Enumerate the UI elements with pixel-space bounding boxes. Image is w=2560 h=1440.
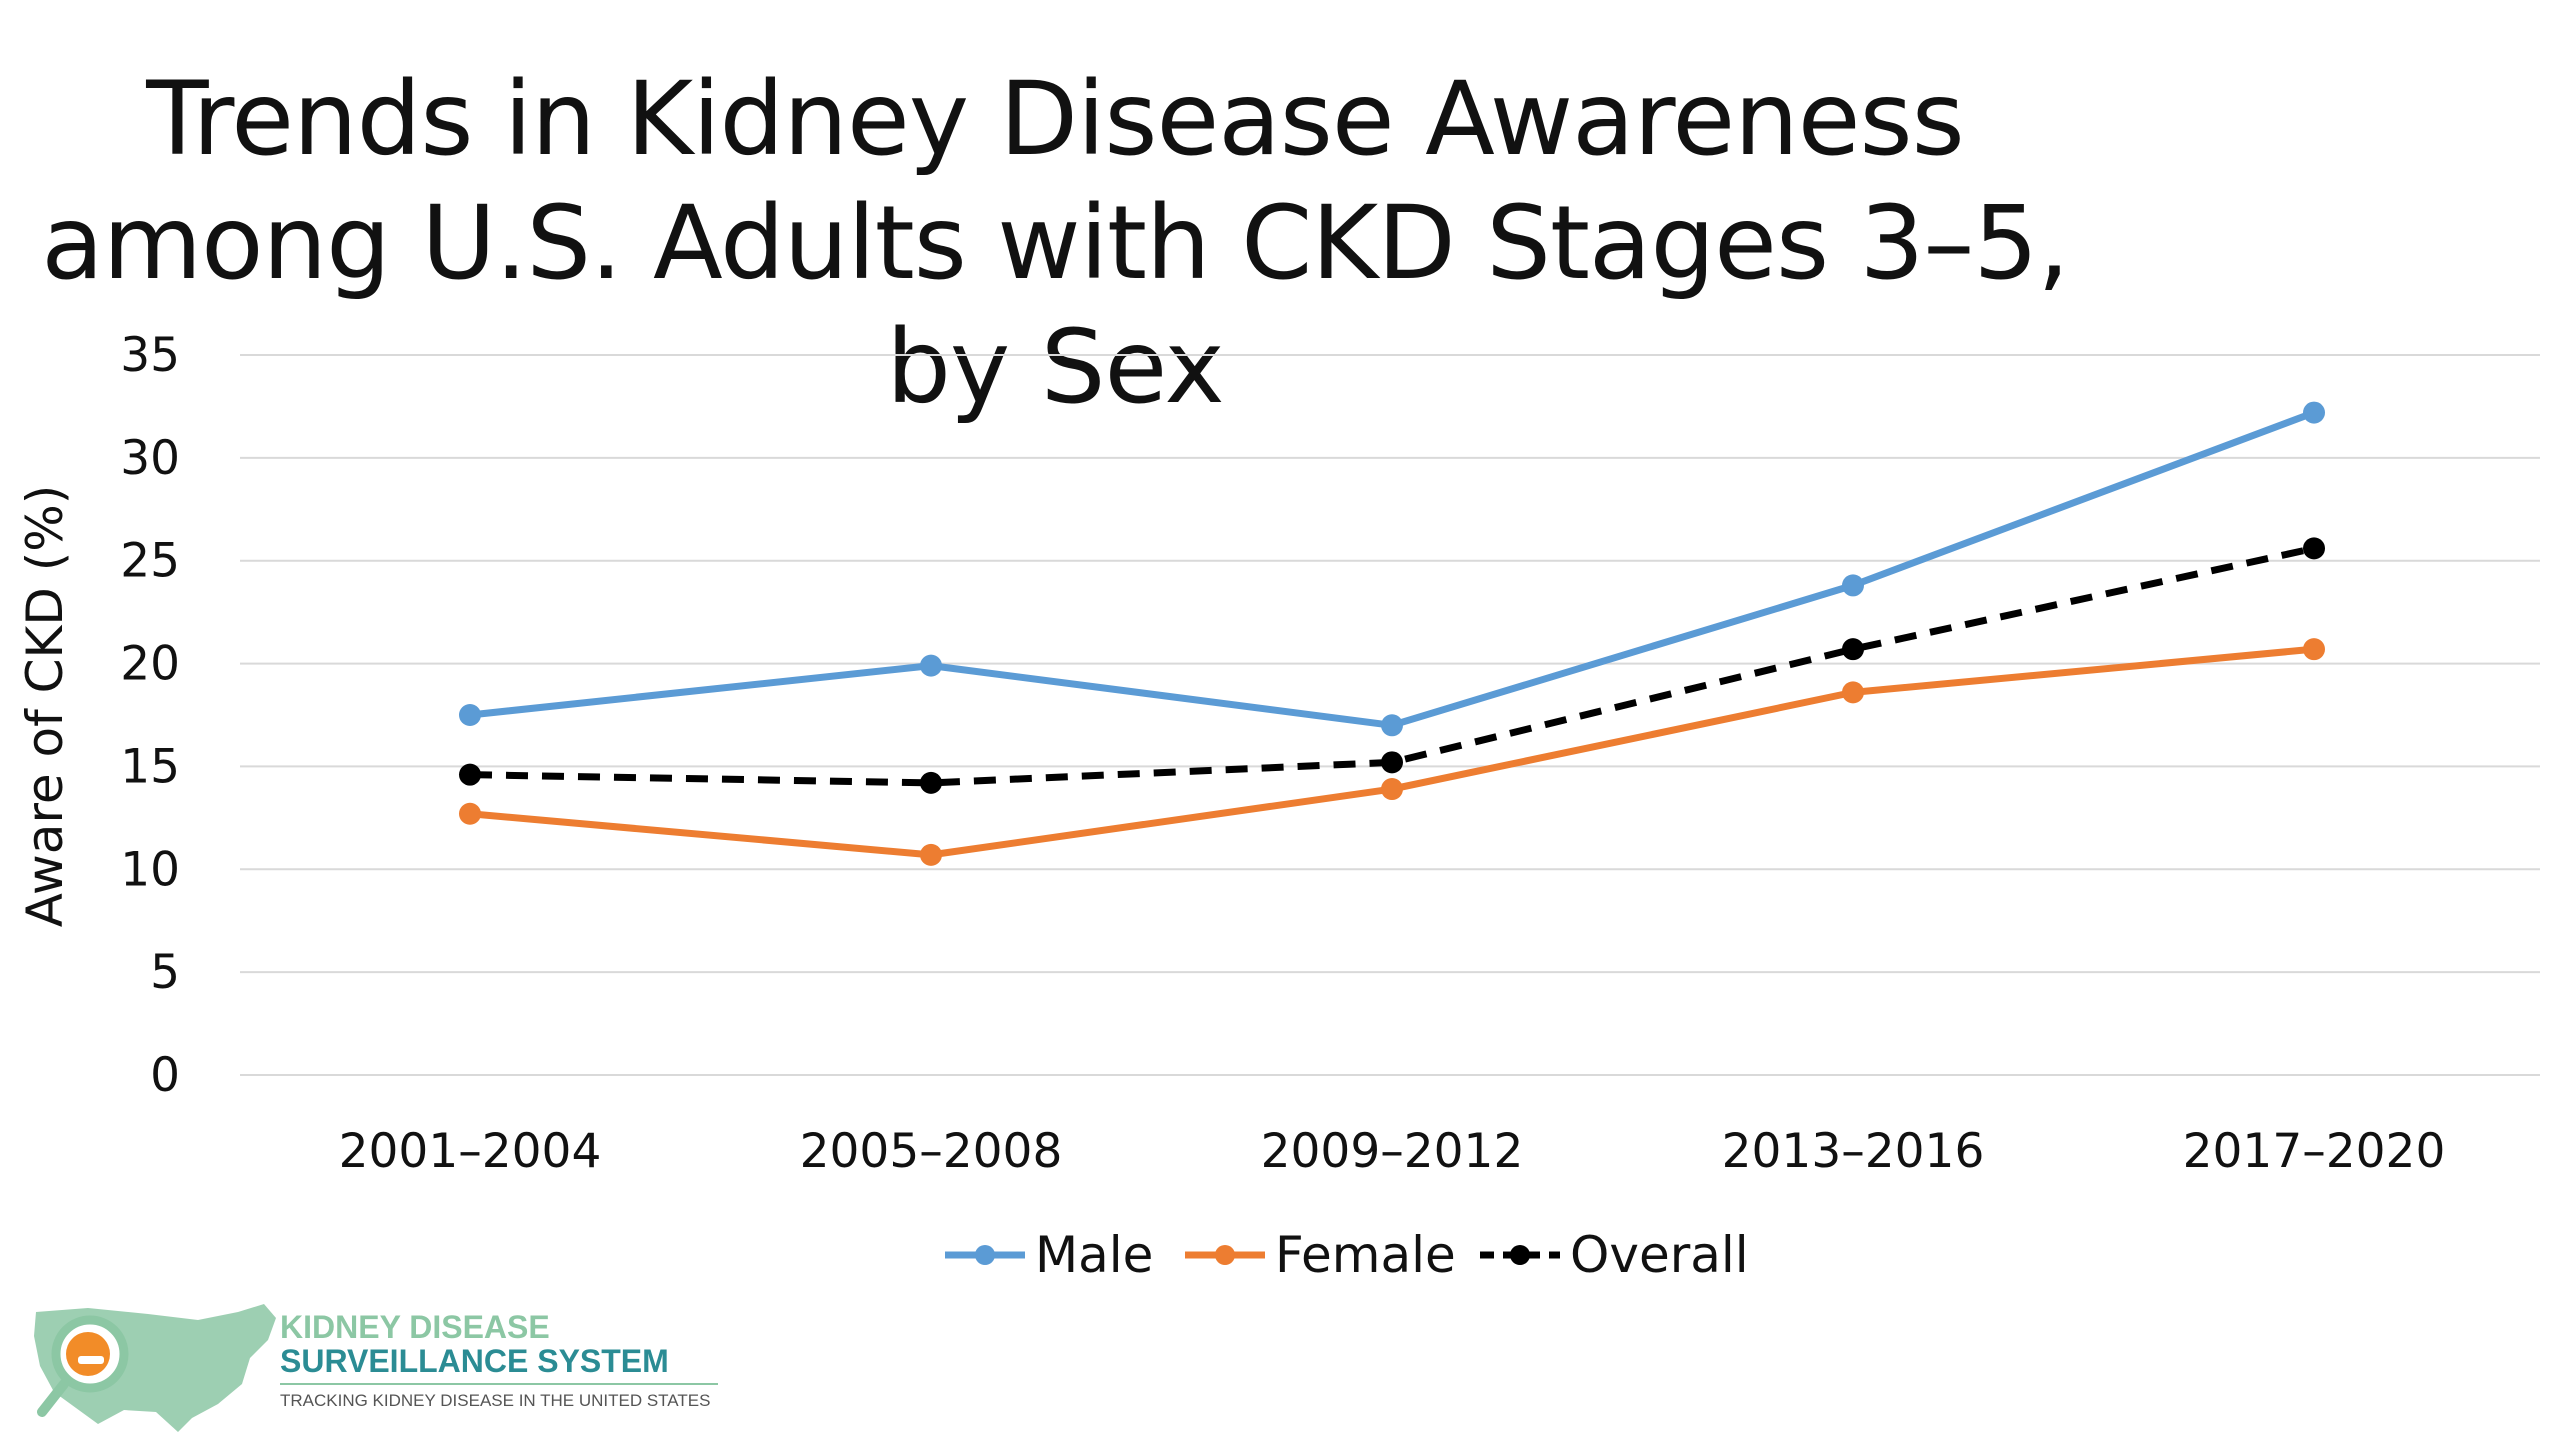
series-lines [459,401,2325,866]
x-tick-label: 2017–2020 [2183,1124,2446,1179]
x-tick-label: 2013–2016 [1722,1124,1985,1179]
data-point-overall [2303,537,2325,560]
data-point-male [920,654,942,677]
y-tick-label: 5 [150,945,180,1000]
x-tick-label: 2005–2008 [800,1124,1063,1179]
logo-tagline: TRACKING KIDNEY DISEASE IN THE UNITED ST… [280,1391,710,1410]
legend-marker [1215,1245,1235,1265]
y-tick-label: 15 [120,739,180,794]
data-point-female [1842,681,1864,704]
legend: Male Female Overall [945,1226,1749,1284]
series-female [459,638,2325,866]
data-point-overall [1842,638,1864,661]
legend-marker [1510,1245,1530,1265]
y-tick-label: 35 [120,328,180,383]
y-tick-label: 20 [120,637,180,692]
series-line-overall [469,544,2315,787]
x-tick-label: 2009–2012 [1261,1124,1524,1179]
y-tick-label: 25 [120,534,180,589]
data-point-male [1842,574,1864,597]
x-axis-ticks: 2001–2004 2005–2008 2009–2012 2013–2016 2017… [339,1124,2446,1179]
x-tick-label: 2001–2004 [339,1124,602,1179]
legend-item-male: Male [945,1226,1153,1284]
legend-label: Male [1035,1226,1153,1284]
data-point-overall [1381,751,1403,774]
series-male [459,401,2325,737]
y-tick-label: 30 [120,431,180,486]
y-axis-title: Aware of CKD (%) [16,485,74,928]
y-tick-label: 0 [150,1048,180,1103]
data-point-female [1381,778,1403,801]
legend-item-female: Female [1185,1226,1456,1284]
data-point-female [920,843,942,866]
data-point-female [2303,638,2325,661]
data-point-male [2303,401,2325,424]
y-tick-label: 10 [120,842,180,897]
legend-item-overall: Overall [1480,1226,1749,1284]
kdss-logo: KIDNEY DISEASE SURVEILLANCE SYSTEM TRACK… [34,1304,718,1432]
series-overall [459,537,2325,794]
data-point-overall [920,771,942,794]
legend-label: Overall [1570,1226,1749,1284]
data-point-female [459,802,481,825]
data-point-male [459,704,481,726]
logo-title-line2: SURVEILLANCE SYSTEM [280,1343,669,1379]
data-point-male [1381,714,1403,737]
legend-marker [975,1245,995,1265]
logo-title-line1: KIDNEY DISEASE [280,1309,550,1345]
data-point-overall [459,763,481,786]
y-axis-ticks: 0 5 10 15 20 25 30 35 [120,328,180,1103]
legend-label: Female [1275,1226,1456,1284]
chart-title: Trends in Kidney Disease Awareness among… [41,60,2069,427]
magnifier-icon [37,1315,129,1417]
